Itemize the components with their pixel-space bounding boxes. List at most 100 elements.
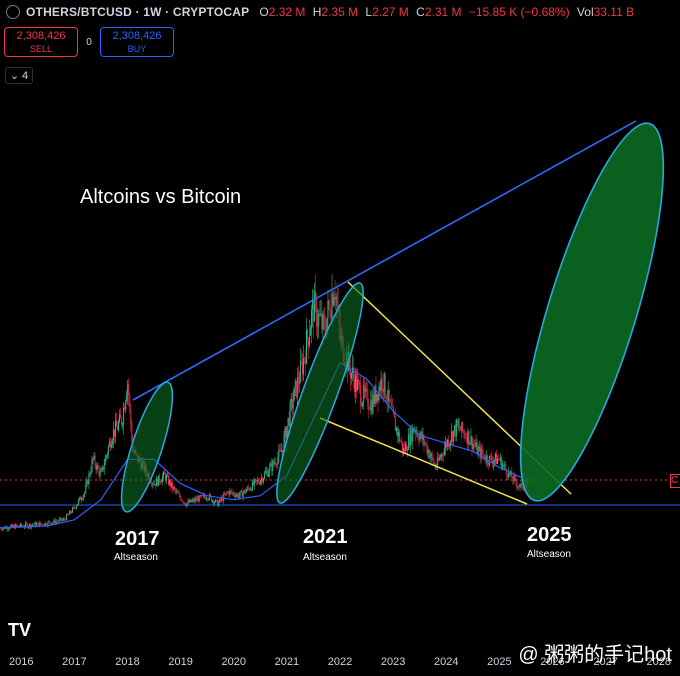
candle-body — [93, 455, 95, 459]
candle-body — [381, 378, 383, 390]
candle-body — [250, 489, 252, 491]
candle-body — [291, 398, 293, 409]
candle-body — [229, 490, 231, 495]
candle-body — [29, 523, 31, 527]
candle-body — [442, 455, 444, 456]
candle-body — [369, 409, 371, 411]
candle-body — [402, 441, 404, 452]
candle-body — [150, 481, 152, 485]
candle-body — [185, 504, 187, 507]
x-tick-label: 2025 — [487, 656, 511, 668]
candle-body — [316, 298, 318, 327]
candle-body — [105, 455, 107, 458]
buy-button[interactable]: 2,308,426 BUY — [100, 27, 174, 57]
candle-body — [123, 407, 125, 425]
candle-body — [130, 405, 132, 425]
candle-body — [156, 478, 158, 486]
candle-body — [314, 291, 316, 322]
candle-body — [231, 491, 233, 493]
candle-body — [233, 492, 235, 496]
candle-body — [453, 430, 455, 442]
candle-body — [457, 419, 459, 426]
symbol-title[interactable]: OTHERS/BTCUSD · 1W · CRYPTOCAP — [26, 5, 250, 19]
candle-body — [444, 442, 446, 449]
tradingview-logo-icon[interactable]: TV — [8, 620, 32, 640]
candle-body — [230, 490, 232, 492]
label-2021-year: 2021 — [303, 526, 348, 548]
candle-body — [1, 529, 3, 530]
candle-body — [182, 500, 184, 503]
candle-body — [520, 483, 522, 485]
change-value: −15.85 K (−0.68%) — [468, 5, 570, 19]
candle-body — [160, 482, 162, 483]
candle-body — [97, 464, 99, 469]
candle-body — [175, 489, 177, 492]
candle-body — [370, 399, 372, 411]
candle-body — [10, 524, 12, 527]
candle-body — [194, 498, 196, 502]
candle-body — [19, 523, 21, 527]
candle-body — [196, 498, 198, 501]
candle-body — [55, 521, 57, 524]
candle-body — [501, 457, 503, 469]
candle-body — [224, 494, 226, 495]
x-tick-label: 2018 — [115, 656, 139, 668]
candle-body — [80, 497, 82, 501]
candle-body — [89, 473, 91, 475]
sell-button[interactable]: 2,308,426 SELL — [4, 27, 78, 57]
candle-body — [431, 453, 433, 458]
candle-body — [368, 406, 370, 410]
candle-body — [205, 498, 207, 500]
candle-body — [244, 489, 246, 493]
candle-body — [360, 385, 362, 405]
candle-body — [75, 507, 77, 509]
candle-body — [239, 491, 241, 496]
candle-body — [303, 358, 305, 359]
candle-body — [292, 400, 294, 409]
candle-body — [409, 434, 411, 446]
candle-body — [509, 471, 511, 475]
candle-body — [151, 483, 153, 485]
candle-body — [326, 318, 328, 335]
candle-body — [304, 358, 306, 364]
candle-body — [154, 484, 156, 487]
candle-body — [168, 475, 170, 485]
candle-body — [433, 462, 435, 464]
candle-body — [8, 528, 10, 530]
candle-body — [166, 475, 168, 481]
candle-body — [323, 313, 325, 322]
candle-body — [374, 386, 376, 404]
candle-body — [232, 492, 234, 494]
symbol-logo-icon[interactable] — [6, 5, 20, 19]
candle-body — [310, 328, 312, 336]
candle-body — [288, 417, 290, 426]
candle-body — [519, 484, 521, 487]
candle-body — [173, 487, 175, 490]
candle-body — [472, 443, 474, 450]
candle-body — [201, 495, 203, 496]
indicators-toggle-button[interactable]: ⌄ 4 — [5, 67, 33, 84]
candle-body — [515, 477, 517, 483]
candle-body — [165, 473, 167, 481]
candle-body — [429, 455, 431, 458]
candle-body — [439, 457, 441, 459]
candle-body — [435, 467, 437, 468]
candle-body — [74, 507, 76, 508]
candle-body — [405, 444, 407, 452]
candle-body — [426, 443, 428, 454]
candle-body — [392, 406, 394, 414]
candle-body — [220, 499, 222, 501]
candle-body — [251, 481, 253, 491]
candle-body — [90, 471, 92, 475]
candle-body — [39, 522, 41, 527]
candle-body — [109, 441, 111, 448]
candle-body — [486, 455, 488, 463]
moving-average-line — [0, 361, 527, 529]
candle-body — [407, 449, 409, 451]
candle-body — [186, 503, 188, 507]
candle-body — [78, 499, 80, 504]
candle-body — [313, 299, 315, 322]
candle-body — [83, 494, 85, 499]
candle-body — [96, 464, 98, 471]
